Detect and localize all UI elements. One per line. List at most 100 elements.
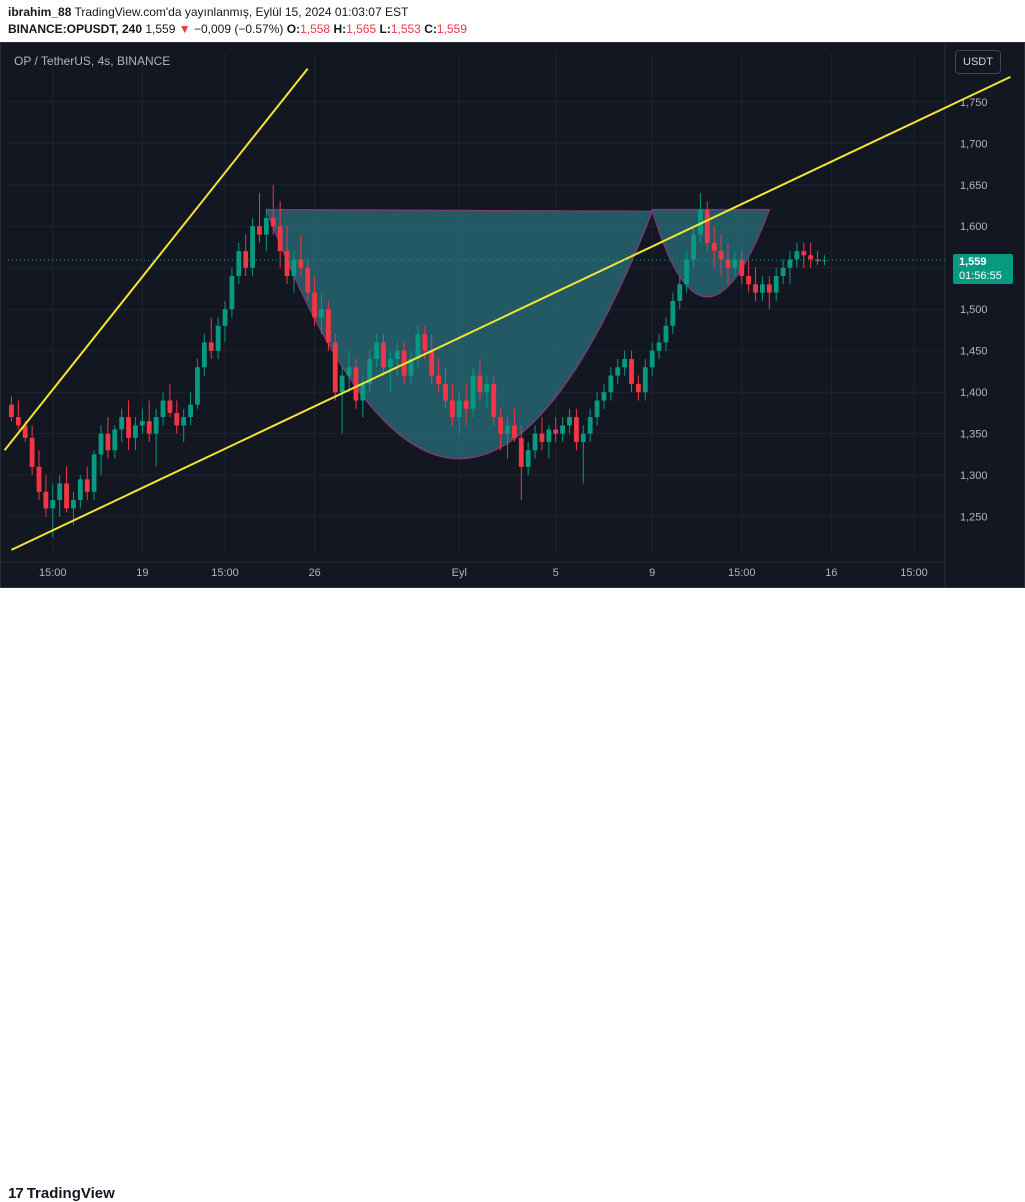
- current-price-value: 1,559: [959, 256, 987, 268]
- candle-body: [243, 251, 249, 268]
- candle-body: [787, 259, 793, 268]
- candle-body: [766, 284, 772, 293]
- candle-body: [505, 425, 510, 434]
- candle-body: [429, 350, 435, 376]
- candle-body: [50, 500, 56, 509]
- candle-body: [601, 392, 607, 401]
- candle-body: [629, 359, 634, 384]
- candle-body: [291, 259, 297, 277]
- candle-body: [387, 359, 393, 368]
- open-label: O:: [286, 22, 301, 36]
- candle-body: [635, 383, 641, 393]
- high-label: H:: [333, 22, 347, 36]
- candle-body: [36, 466, 42, 492]
- candle-body: [229, 276, 235, 310]
- down-arrow-icon: ▼: [178, 22, 191, 36]
- currency-button[interactable]: USDT: [955, 50, 1001, 74]
- y-tick-label: 1,750: [960, 97, 988, 109]
- candle-body: [215, 325, 221, 351]
- candle-body: [546, 429, 552, 442]
- candle-body: [656, 342, 662, 351]
- candle-body: [105, 433, 111, 451]
- candle-body: [739, 259, 745, 277]
- candle-body: [167, 400, 173, 413]
- candle-body: [684, 259, 690, 285]
- candle-body: [160, 400, 166, 418]
- candle-body: [305, 267, 311, 293]
- candle-body: [698, 209, 703, 235]
- candle-body: [746, 276, 752, 285]
- candle-body: [91, 454, 97, 492]
- candle-body: [257, 226, 262, 235]
- candle-body: [188, 404, 193, 418]
- x-tick-label: 15:00: [900, 567, 928, 579]
- candle-body: [491, 383, 497, 418]
- candle-body: [436, 375, 442, 384]
- chart-header: ibrahim_88 TradingView.com'da yayınlanmı…: [0, 0, 1025, 40]
- candlestick-chart[interactable]: 1,2501,3001,3501,4001,4501,5001,5501,600…: [0, 42, 1025, 588]
- candle-body: [98, 433, 104, 455]
- candle-body: [560, 425, 566, 434]
- x-tick-label: 15:00: [728, 567, 756, 579]
- candle-body: [394, 350, 400, 360]
- candle-body: [71, 500, 76, 509]
- candle-body: [250, 226, 255, 268]
- candle-body: [511, 425, 517, 438]
- candle-body: [573, 417, 579, 442]
- y-tick-label: 1,450: [960, 346, 988, 358]
- candle-body: [801, 251, 807, 256]
- candle-body: [29, 437, 35, 467]
- candle-body: [325, 309, 331, 343]
- candle-body: [704, 209, 710, 243]
- candle-body: [236, 251, 242, 277]
- candle-body: [277, 226, 283, 252]
- candle-body: [195, 367, 200, 405]
- candle-body: [587, 417, 593, 434]
- candle-body: [608, 375, 614, 393]
- author-name[interactable]: ibrahim_88: [8, 5, 72, 19]
- symbol-label: BINANCE:OPUSDT, 240: [8, 22, 143, 36]
- y-tick-label: 1,250: [960, 512, 988, 524]
- candle-body: [381, 342, 386, 368]
- candle-body: [15, 417, 21, 426]
- candle-body: [649, 350, 655, 368]
- y-tick-label: 1,300: [960, 470, 988, 482]
- candle-body: [22, 425, 28, 438]
- candle-body: [374, 342, 380, 360]
- candle-body: [360, 383, 366, 401]
- candle-body: [580, 433, 586, 442]
- footer: 17 TradingView: [0, 588, 1025, 1202]
- candle-body: [691, 234, 696, 260]
- y-tick-label: 1,400: [960, 387, 988, 399]
- candle-body: [64, 483, 69, 509]
- x-tick-label: 15:00: [211, 567, 239, 579]
- cup-pattern: [265, 208, 654, 460]
- candle-body: [270, 217, 276, 227]
- chart-title: OP / TetherUS, 4s, BINANCE: [14, 54, 171, 68]
- candle-body: [808, 255, 814, 260]
- trendline: [3, 67, 309, 451]
- candle-body: [332, 342, 338, 393]
- candle-body: [615, 367, 621, 376]
- x-tick-label: 26: [308, 567, 320, 579]
- ohlc-legend: BINANCE:OPUSDT, 240 1,559 ▼ −0,009 (−0.5…: [8, 22, 467, 36]
- tradingview-logo[interactable]: 17 TradingView: [8, 1185, 115, 1202]
- candle-body: [725, 259, 731, 268]
- candle-body: [794, 251, 800, 260]
- candle-body: [181, 417, 187, 426]
- candle-body: [732, 259, 738, 268]
- candle-body: [339, 375, 345, 393]
- y-tick-label: 1,700: [960, 138, 988, 150]
- high-value: 1,565: [346, 22, 377, 36]
- candle-body: [780, 267, 786, 277]
- open-value: 1,558: [300, 22, 331, 36]
- close-value: 1,559: [436, 22, 467, 36]
- x-tick-label: 9: [649, 567, 655, 579]
- candle-body: [153, 417, 159, 434]
- publish-info: ibrahim_88 TradingView.com'da yayınlanmı…: [8, 5, 408, 19]
- candle-body: [663, 325, 669, 343]
- close-label: C:: [424, 22, 437, 36]
- candle-body: [84, 479, 90, 492]
- candle-body: [518, 437, 524, 467]
- tradingview-logo-icon: 17: [8, 1185, 24, 1202]
